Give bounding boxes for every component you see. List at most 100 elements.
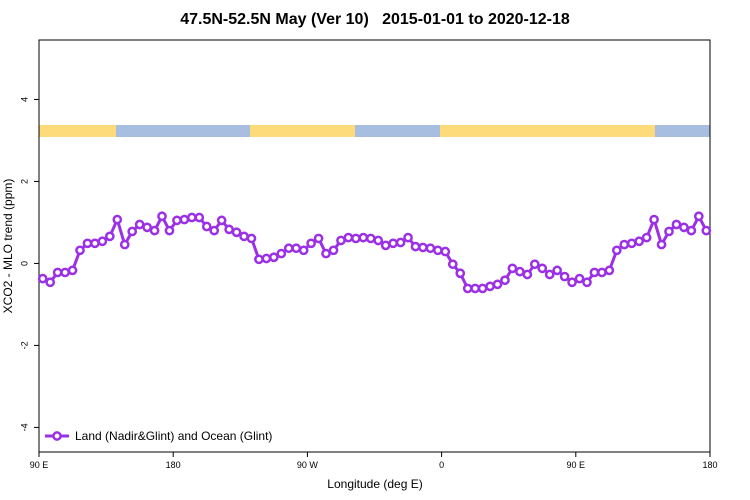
data-point bbox=[365, 233, 376, 244]
data-point bbox=[157, 211, 167, 222]
data-point bbox=[582, 277, 592, 288]
data-point bbox=[634, 236, 645, 247]
data-point bbox=[45, 277, 56, 288]
data-point bbox=[574, 273, 585, 284]
land-ocean-strip bbox=[39, 125, 710, 137]
data-point bbox=[455, 268, 466, 279]
x-axis-label: Longitude (deg E) bbox=[327, 477, 422, 491]
data-point bbox=[626, 238, 637, 249]
data-point bbox=[552, 265, 563, 276]
data-point bbox=[522, 269, 533, 280]
data-point bbox=[142, 222, 152, 233]
data-point bbox=[216, 215, 227, 226]
data-point bbox=[641, 232, 652, 243]
data-point bbox=[276, 248, 287, 259]
data-point bbox=[395, 237, 406, 248]
data-point bbox=[403, 232, 413, 243]
data-point bbox=[112, 214, 123, 225]
data-point bbox=[567, 277, 577, 288]
data-point bbox=[82, 238, 93, 249]
data-point bbox=[589, 267, 600, 278]
data-point bbox=[321, 248, 331, 259]
data-point bbox=[679, 222, 689, 233]
y-axis-label: XCO2 - MLO trend (ppm) bbox=[1, 179, 15, 314]
x-tick-label: 90 E bbox=[30, 460, 49, 470]
data-point bbox=[67, 265, 78, 276]
data-point bbox=[693, 211, 704, 222]
data-point bbox=[239, 231, 249, 242]
data-point bbox=[343, 232, 354, 243]
data-point bbox=[194, 212, 205, 223]
data-point bbox=[433, 245, 443, 256]
data-point bbox=[224, 224, 234, 235]
data-point bbox=[388, 238, 398, 249]
data-point bbox=[597, 267, 607, 278]
legend-marker bbox=[52, 431, 62, 441]
data-point bbox=[313, 233, 324, 244]
y-tick-label: -4 bbox=[19, 423, 29, 431]
data-point bbox=[418, 242, 428, 253]
data-point bbox=[246, 233, 257, 244]
data-point bbox=[179, 214, 190, 225]
y-tick-label: 2 bbox=[19, 179, 29, 184]
data-point bbox=[283, 243, 294, 254]
data-point bbox=[358, 232, 369, 243]
data-point bbox=[515, 266, 525, 277]
x-tick-label: 180 bbox=[702, 460, 717, 470]
data-point bbox=[462, 283, 473, 294]
data-point bbox=[425, 243, 436, 254]
data-point bbox=[164, 225, 175, 236]
legend-label: Land (Nadir&Glint) and Ocean (Glint) bbox=[75, 429, 272, 443]
data-point bbox=[492, 279, 503, 290]
data-point bbox=[559, 271, 570, 282]
data-point bbox=[500, 275, 510, 286]
data-point bbox=[336, 235, 346, 246]
data-point bbox=[604, 265, 615, 276]
data-point bbox=[619, 239, 630, 250]
x-tick-label: 180 bbox=[166, 460, 181, 470]
data-point bbox=[701, 225, 712, 236]
data-point bbox=[52, 267, 63, 278]
data-point bbox=[477, 283, 488, 294]
data-point bbox=[611, 245, 622, 256]
y-tick-label: 0 bbox=[19, 261, 29, 266]
data-point bbox=[373, 235, 384, 246]
data-point bbox=[127, 226, 138, 237]
y-tick-label: 4 bbox=[19, 97, 29, 102]
plot-frame bbox=[38, 39, 711, 453]
data-point bbox=[298, 245, 309, 256]
data-point bbox=[656, 239, 667, 250]
data-point bbox=[231, 227, 242, 238]
data-point bbox=[410, 241, 421, 252]
data-point bbox=[529, 259, 540, 270]
data-point bbox=[671, 219, 682, 230]
data-point bbox=[537, 263, 548, 274]
data-point bbox=[291, 243, 302, 254]
data-point bbox=[97, 236, 108, 247]
data-point bbox=[351, 233, 361, 244]
data-point bbox=[380, 240, 391, 251]
data-point bbox=[104, 231, 115, 242]
x-tick-label: 90 W bbox=[297, 460, 319, 470]
x-tick-label: 90 E bbox=[567, 460, 586, 470]
data-point bbox=[664, 226, 674, 237]
data-point bbox=[544, 269, 555, 280]
data-point bbox=[75, 245, 85, 256]
data-point bbox=[485, 281, 495, 292]
data-point bbox=[440, 246, 451, 257]
data-point bbox=[649, 214, 659, 225]
chart-title: 47.5N-52.5N May (Ver 10) 2015-01-01 to 2… bbox=[180, 11, 570, 28]
data-point bbox=[119, 239, 130, 250]
data-point bbox=[269, 252, 279, 263]
data-point bbox=[261, 253, 272, 264]
data-point bbox=[172, 215, 182, 226]
data-point bbox=[60, 267, 70, 278]
data-point bbox=[328, 245, 339, 256]
data-point bbox=[254, 254, 264, 265]
data-point bbox=[149, 225, 160, 236]
data-point bbox=[186, 212, 197, 223]
data-point bbox=[201, 221, 212, 232]
data-point bbox=[306, 238, 316, 249]
data-point bbox=[134, 219, 145, 230]
